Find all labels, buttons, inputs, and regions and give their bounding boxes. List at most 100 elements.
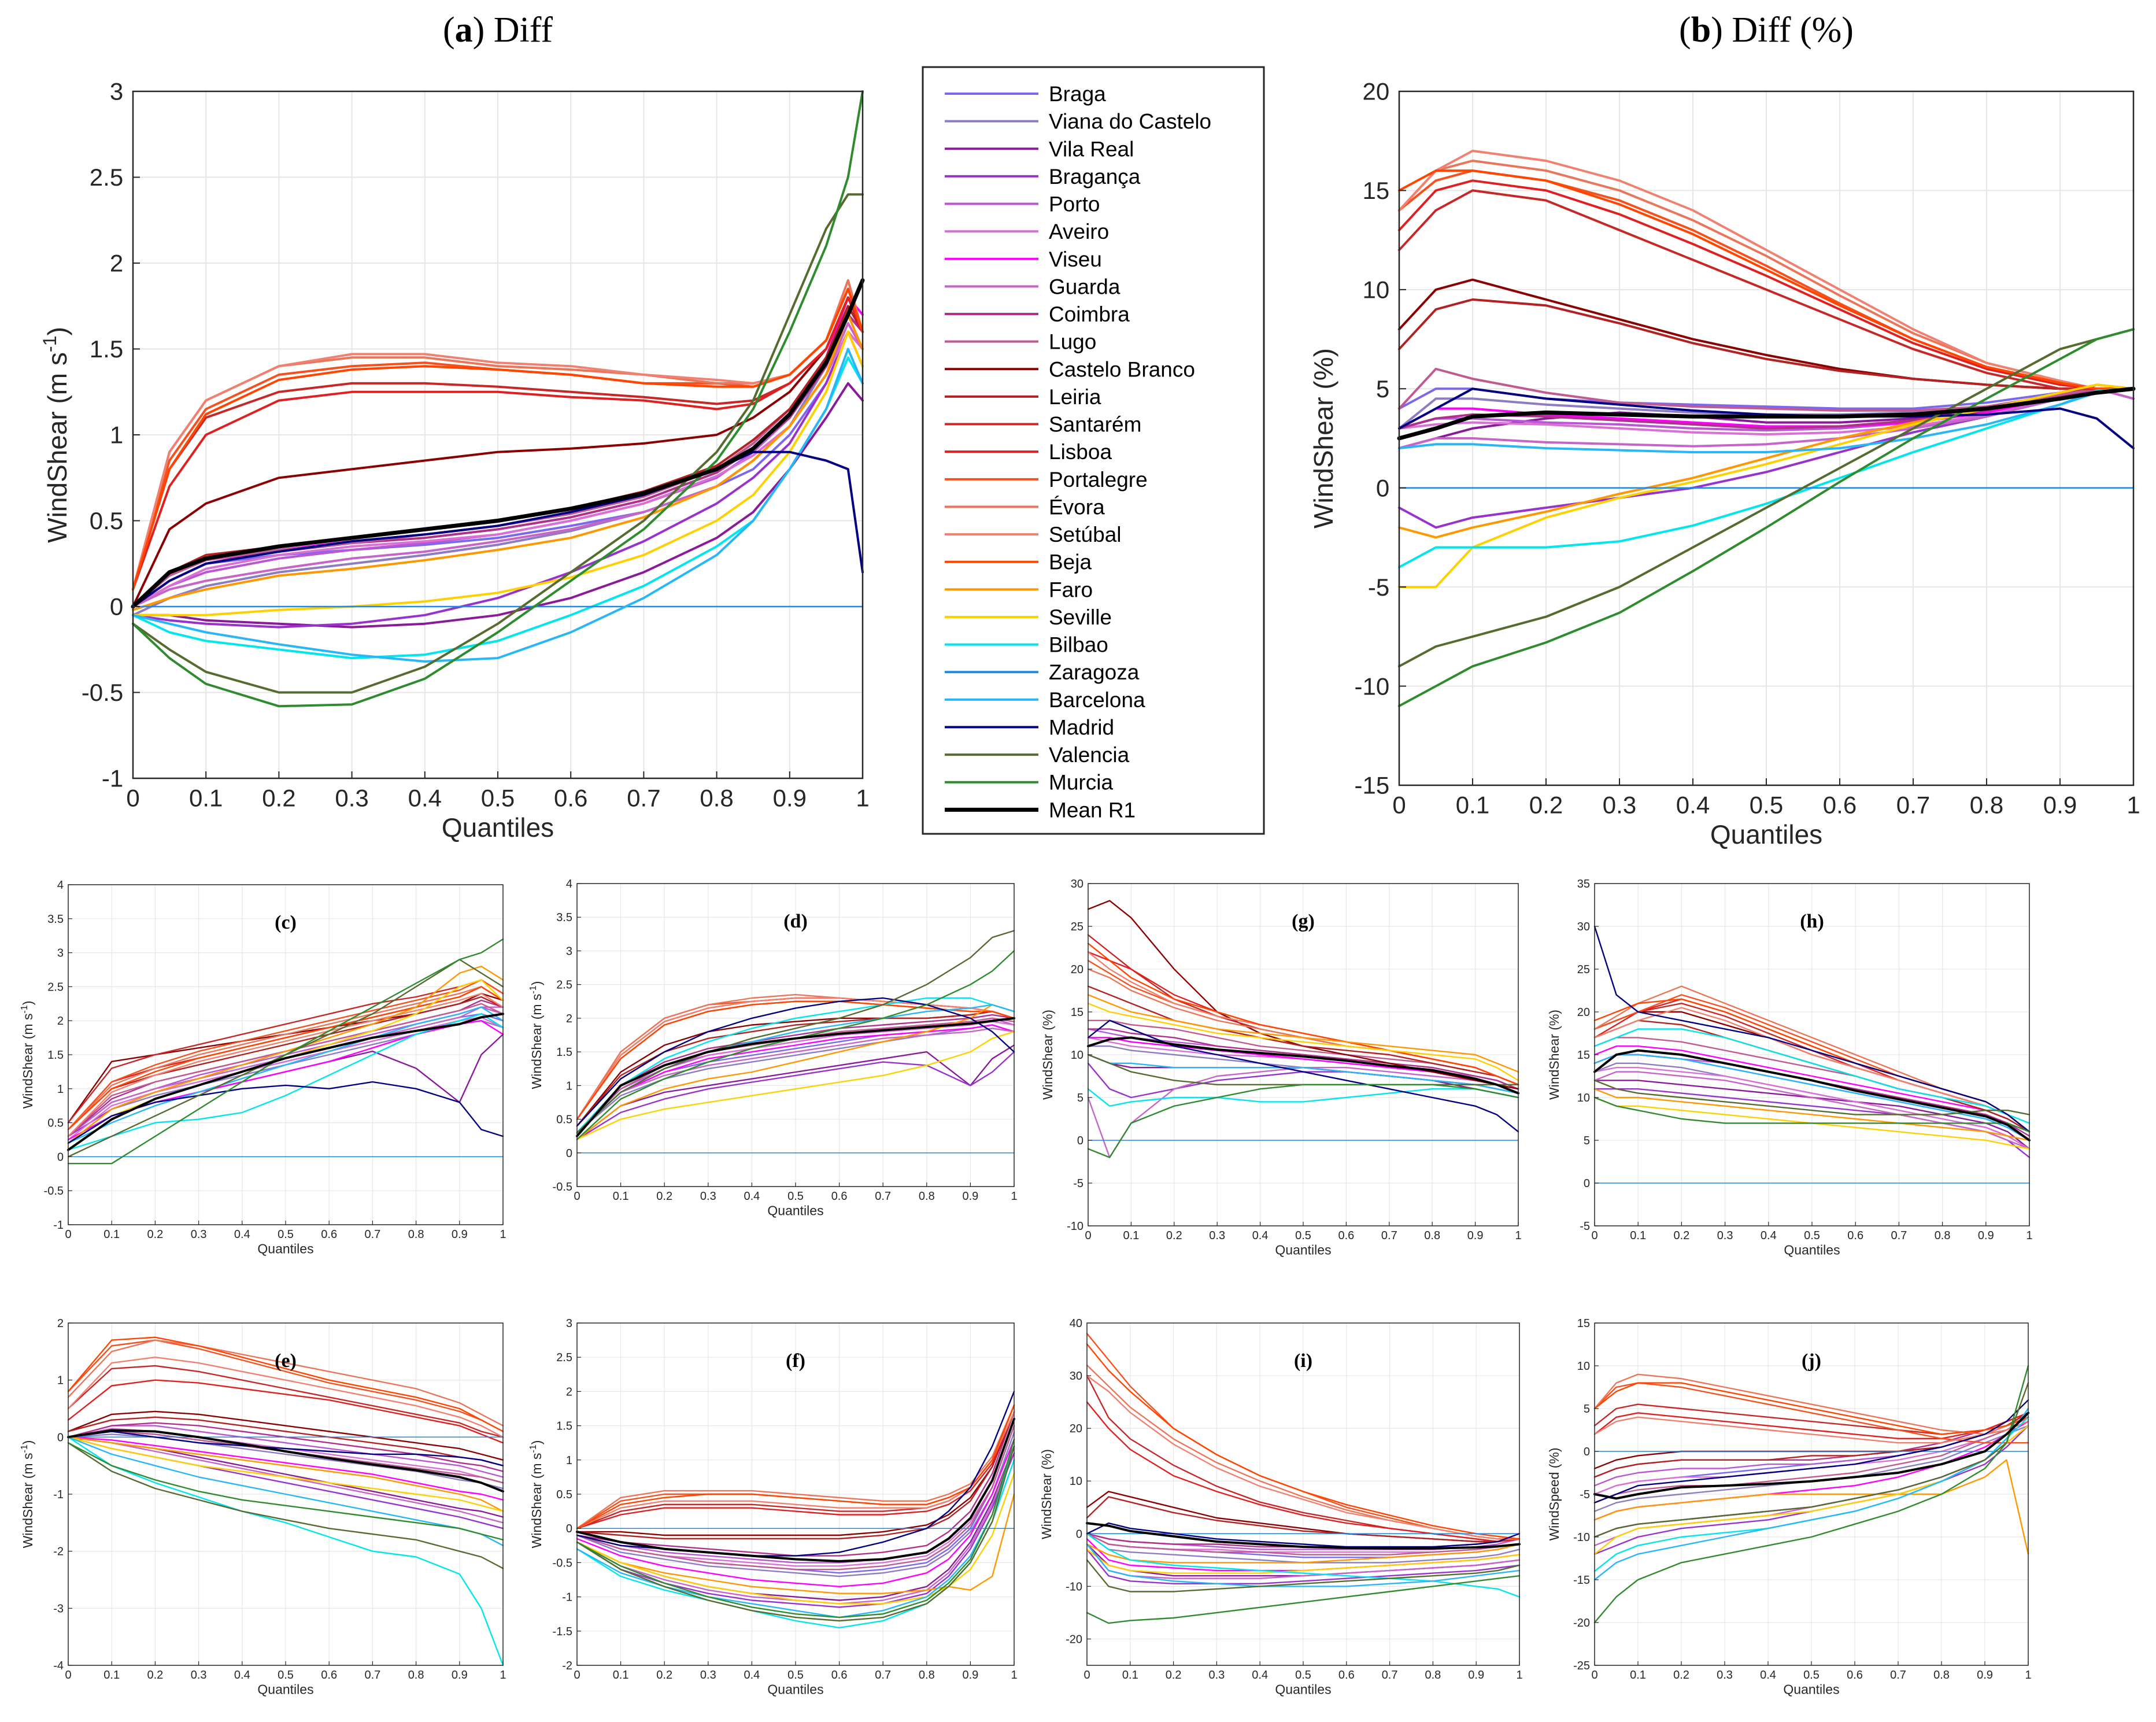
- series-line-faro: [576, 1004, 1015, 1140]
- series-line-mean-r1: [1086, 1522, 1521, 1550]
- legend-box: [922, 66, 1265, 835]
- y-tick-label: -1: [562, 1591, 572, 1604]
- panel-f: 0 0.1 0.2 0.3 0.4 0.5 0.6 0.7 0.8 0.9 1 -2 -1.5 -1 -0.…: [528, 1317, 1018, 1697]
- x-tick-label: 0.3: [1208, 1669, 1225, 1682]
- series-line-seville: [576, 1473, 1015, 1605]
- series-line-viseu: [67, 1436, 504, 1501]
- y-tick-label: 0: [566, 1147, 572, 1160]
- series-line-murcia: [132, 90, 864, 708]
- series-line-lugo: [1593, 1416, 2029, 1504]
- x-tick-label: 0.2: [1529, 791, 1563, 818]
- series-line-seville: [1086, 1549, 1521, 1574]
- x-tick-label: 0.7: [1896, 791, 1930, 818]
- x-tick-label: 0.5: [787, 1669, 804, 1682]
- x-tick-label: 0.3: [1209, 1229, 1225, 1242]
- x-tick-label: 0.3: [1717, 1669, 1733, 1682]
- y-tick-label: -5: [1580, 1488, 1590, 1501]
- panel-title: (b) Diff (%): [1679, 10, 1854, 50]
- y-axis-label: WindShear (m s-1): [528, 981, 544, 1089]
- series-line-mean-r1: [67, 1012, 504, 1151]
- series-line-seville: [67, 1436, 504, 1512]
- y-tick-label: 2: [57, 1015, 64, 1028]
- y-tick-label: 1.5: [556, 1420, 572, 1433]
- x-tick-label: 0.7: [1891, 1229, 1907, 1242]
- series-line-seville: [132, 330, 864, 616]
- x-tick-label: 1: [1516, 1669, 1522, 1682]
- panel-title: (a) Diff: [443, 10, 553, 50]
- series-line-madrid: [1593, 925, 2031, 1133]
- y-tick-label: -2: [53, 1546, 64, 1558]
- x-tick-label: 0.7: [1382, 1669, 1398, 1682]
- y-tick-label: -3: [53, 1602, 64, 1615]
- x-tick-label: 0.7: [364, 1669, 380, 1682]
- x-tick-label: 0.6: [1847, 1669, 1863, 1682]
- series-line-madrid: [132, 450, 864, 608]
- y-tick-label: 0: [1584, 1446, 1590, 1458]
- y-tick-label: 10: [1071, 1049, 1083, 1062]
- y-axis-label: WindShear (%): [1039, 1449, 1054, 1539]
- panel-label: (d): [783, 911, 808, 932]
- x-tick-label: 0.8: [1970, 791, 2003, 818]
- panel-label: (e): [275, 1350, 297, 1372]
- series-line-faro: [1087, 994, 1519, 1073]
- y-tick-label: -0.5: [82, 679, 123, 706]
- series-line-faro: [67, 1436, 504, 1512]
- x-tick-label: 0.1: [613, 1190, 629, 1203]
- series-line-valencia: [132, 193, 864, 694]
- y-tick-label: 30: [1070, 1370, 1082, 1383]
- legend-entry-label: Lisboa: [1049, 440, 1112, 464]
- series-line-set-bal: [67, 1356, 504, 1438]
- series-line-leiria: [576, 1411, 1015, 1540]
- series-line-coimbra: [1087, 1028, 1519, 1090]
- series-line-madrid: [67, 1081, 504, 1144]
- series-line-murcia: [1593, 1365, 2029, 1624]
- series-line-aveiro: [1593, 1066, 2031, 1150]
- x-tick-label: 0.7: [1381, 1229, 1397, 1242]
- y-tick-label: -20: [1066, 1633, 1082, 1646]
- series-line-lugo: [1398, 368, 2135, 412]
- series-line-valencia: [1086, 1559, 1521, 1592]
- series-group: [576, 930, 1015, 1154]
- series-line-portalegre: [67, 979, 504, 1130]
- y-tick-label: 30: [1071, 878, 1083, 890]
- y-tick-label: 1.5: [556, 1046, 572, 1059]
- y-tick-label: -25: [1573, 1660, 1590, 1672]
- y-tick-label: -5: [1073, 1177, 1083, 1190]
- x-tick-label: 0.1: [1630, 1229, 1646, 1242]
- y-tick-label: 40: [1070, 1317, 1082, 1330]
- y-tick-label: 10: [1362, 276, 1389, 304]
- x-tick-label: 0: [1083, 1669, 1090, 1682]
- y-tick-label: 15: [1577, 1049, 1590, 1062]
- y-tick-label: 20: [1071, 963, 1083, 976]
- series-line-lugo: [67, 1003, 504, 1137]
- y-tick-label: 5: [1077, 1092, 1083, 1104]
- x-axis-label: Quantiles: [1784, 1242, 1840, 1257]
- series-line-viseu: [576, 1024, 1015, 1134]
- panel-c: 0 0.1 0.2 0.3 0.4 0.5 0.6 0.7 0.8 0.9 1 -1 -0.5 0 0.5 1…: [19, 879, 506, 1256]
- series-line-madrid: [1087, 1019, 1519, 1133]
- y-tick-label: 1: [110, 422, 123, 449]
- y-tick-label: 5: [1584, 1403, 1590, 1416]
- y-tick-label: 3.5: [47, 913, 64, 926]
- series-line-coimbra: [67, 1422, 504, 1472]
- y-tick-label: -15: [1354, 772, 1389, 799]
- panel-label: (i): [1294, 1350, 1312, 1372]
- series-line-faro: [132, 313, 864, 611]
- series-line-valencia: [576, 1445, 1015, 1622]
- y-tick-label: 2.5: [90, 164, 123, 191]
- series-line-bragan-a: [576, 1051, 1015, 1140]
- legend: Braga Viana do Castelo Vila Real Bragança Po…: [922, 66, 1265, 835]
- x-tick-label: 0.9: [1978, 1229, 1994, 1242]
- x-tick-label: 0: [1591, 1669, 1597, 1682]
- series-line-faro: [576, 1493, 1015, 1594]
- x-tick-label: 0.2: [147, 1228, 163, 1241]
- series-line--vora: [576, 1404, 1015, 1529]
- x-tick-label: 0.6: [554, 784, 587, 811]
- x-tick-label: 0.5: [1804, 1229, 1820, 1242]
- y-tick-label: -10: [1573, 1531, 1590, 1544]
- series-line-madrid: [1593, 1399, 2029, 1504]
- series-line-murcia: [67, 1442, 504, 1541]
- x-tick-label: 0.1: [1456, 791, 1489, 818]
- panel-d: 0 0.1 0.2 0.3 0.4 0.5 0.6 0.7 0.8 0.9 1-0.500.511.…: [528, 878, 1018, 1218]
- x-tick-label: 0: [1392, 791, 1406, 818]
